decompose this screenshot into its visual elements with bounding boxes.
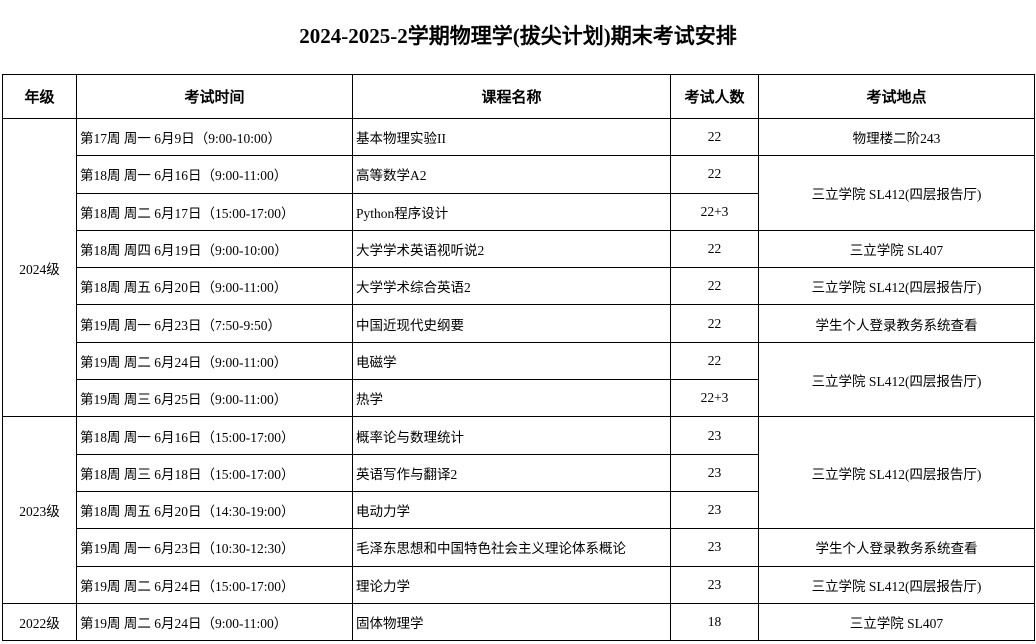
course-cell: 毛泽东思想和中国特色社会主义理论体系概论 [352, 528, 671, 567]
location-cell: 学生个人登录教务系统查看 [758, 528, 1035, 567]
course-cell: 高等数学A2 [352, 155, 671, 194]
column-header: 考试地点 [758, 74, 1035, 119]
course-cell: 固体物理学 [352, 602, 671, 642]
course-cell: 概率论与数理统计 [352, 416, 671, 455]
count-cell: 23 [670, 565, 759, 604]
grade-cell: 2024级 [2, 117, 77, 418]
count-cell: 22+3 [670, 192, 759, 231]
exam-row: 第18周 周五 6月20日（9:00-11:00） 大学学术综合英语2 22 三立学院… [3, 267, 1035, 306]
count-cell: 22 [670, 155, 759, 194]
count-cell: 22 [670, 229, 759, 269]
location-cell: 三立学院 SL407 [758, 602, 1035, 642]
exam-row: 2023级 第18周 周一 6月16日（15:00-17:00） 概率论与数理统计 2… [2, 416, 1035, 604]
exam-row: 第18周 周二 6月17日（15:00-17:00） Python程序设计 22+3 [3, 192, 1035, 231]
course-cell: 大学学术综合英语2 [352, 267, 671, 306]
exam-row: 第19周 周三 6月25日（9:00-11:00） 热学 22+3 [3, 379, 1035, 418]
course-cell: 基本物理实验II [352, 117, 671, 157]
time-cell: 第18周 周一 6月16日（9:00-11:00） [76, 155, 353, 194]
time-cell: 第19周 周二 6月24日（9:00-11:00） [76, 341, 353, 381]
column-header: 课程名称 [352, 74, 671, 119]
count-cell: 23 [670, 416, 759, 455]
exam-row: 第18周 周一 6月16日（9:00-11:00） 高等数学A2 22 三立学院 SL… [3, 155, 1035, 231]
location-cell: 三立学院 SL412(四层报告厅) [758, 341, 1035, 418]
schedule-table: 年级 考试时间 课程名称 考试人数 考试地点 2024级 第17周 周一 6月9日（9:0… [2, 74, 1035, 642]
count-cell: 23 [670, 453, 759, 492]
exam-row: 第19周 周二 6月24日（9:00-11:00） 电磁学 22 三立学院 SL412… [3, 341, 1035, 418]
location-cell: 学生个人登录教务系统查看 [758, 304, 1035, 343]
course-cell: 英语写作与翻译2 [352, 453, 671, 492]
exam-row: 第18周 周三 6月18日（15:00-17:00） 英语写作与翻译2 23 [3, 453, 1035, 492]
time-cell: 第19周 周一 6月23日（7:50-9:50） [76, 304, 353, 343]
exam-row: 第19周 周二 6月24日（15:00-17:00） 理论力学 23 三立学院 SL4… [3, 565, 1035, 604]
time-cell: 第18周 周一 6月16日（15:00-17:00） [76, 416, 353, 455]
course-cell: 中国近现代史纲要 [352, 304, 671, 343]
grade-cell: 2022级 [2, 602, 77, 642]
column-header: 考试人数 [670, 74, 759, 119]
exam-row: 2024级 第17周 周一 6月9日（9:00-10:00） 基本物理实验II 22 物… [2, 117, 1035, 418]
time-cell: 第18周 周二 6月17日（15:00-17:00） [76, 192, 353, 231]
time-cell: 第19周 周二 6月24日（15:00-17:00） [76, 565, 353, 604]
count-cell: 22 [670, 267, 759, 306]
course-cell: 电动力学 [352, 490, 671, 530]
location-cell: 三立学院 SL412(四层报告厅) [758, 267, 1035, 306]
time-cell: 第19周 周三 6月25日（9:00-11:00） [76, 379, 353, 418]
location-cell: 三立学院 SL412(四层报告厅) [758, 155, 1035, 231]
exam-row: 第18周 周四 6月19日（9:00-10:00） 大学学术英语视听说2 22 三立学… [3, 229, 1035, 269]
column-header: 考试时间 [76, 74, 353, 119]
page-title: 2024-2025-2学期物理学(拔尖计划)期末考试安排 [299, 24, 737, 48]
count-cell: 18 [670, 602, 759, 642]
count-cell: 23 [670, 490, 759, 530]
time-cell: 第19周 周二 6月24日（9:00-11:00） [76, 602, 353, 642]
course-cell: 电磁学 [352, 341, 671, 381]
count-cell: 23 [670, 528, 759, 567]
count-cell: 22 [670, 304, 759, 343]
location-cell: 三立学院 SL412(四层报告厅) [758, 565, 1035, 604]
grade-cell: 2023级 [2, 416, 77, 604]
course-cell: 理论力学 [352, 565, 671, 604]
count-cell: 22+3 [670, 379, 759, 418]
location-cell: 三立学院 SL412(四层报告厅) [758, 416, 1035, 530]
course-cell: 热学 [352, 379, 671, 418]
exam-row: 2022级 第19周 周二 6月24日（9:00-11:00） 固体物理学 18 三立学… [2, 602, 1035, 642]
exam-row: 第19周 周一 6月23日（7:50-9:50） 中国近现代史纲要 22 学生个人登录… [3, 304, 1035, 343]
exam-row: 第18周 周五 6月20日（14:30-19:00） 电动力学 23 [3, 490, 1035, 530]
time-cell: 第18周 周五 6月20日（14:30-19:00） [76, 490, 353, 530]
exam-row: 第19周 周一 6月23日（10:30-12:30） 毛泽东思想和中国特色社会主义… [3, 528, 1035, 567]
location-cell: 三立学院 SL407 [758, 229, 1035, 269]
time-cell: 第17周 周一 6月9日（9:00-10:00） [76, 117, 353, 157]
column-header: 年级 [2, 74, 77, 119]
time-cell: 第18周 周三 6月18日（15:00-17:00） [76, 453, 353, 492]
course-cell: 大学学术英语视听说2 [352, 229, 671, 269]
location-cell: 物理楼二阶243 [758, 117, 1035, 157]
count-cell: 22 [670, 117, 759, 157]
time-cell: 第18周 周四 6月19日（9:00-10:00） [76, 229, 353, 269]
time-cell: 第19周 周一 6月23日（10:30-12:30） [76, 528, 353, 567]
header-row: 年级 考试时间 课程名称 考试人数 考试地点 [2, 74, 1035, 119]
course-cell: Python程序设计 [352, 192, 671, 231]
count-cell: 22 [670, 341, 759, 381]
time-cell: 第18周 周五 6月20日（9:00-11:00） [76, 267, 353, 306]
